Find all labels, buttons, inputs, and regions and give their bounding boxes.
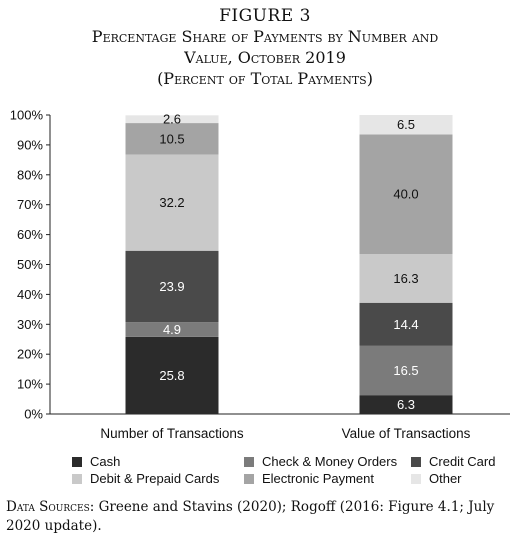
- bar-segment: [125, 154, 219, 251]
- y-tick-label: 60%: [17, 227, 43, 242]
- stacked-bar-chart: 0% 10% 20% 30% 40% 50% 60% 70% 80% 90% 100% Number …: [10, 108, 510, 441]
- y-tick-label: 100%: [10, 108, 44, 123]
- legend-label: Other: [429, 471, 462, 486]
- bar-segment: [359, 302, 453, 346]
- data-label: 10.5: [159, 131, 184, 146]
- data-label: 16.3: [393, 271, 418, 286]
- figure-title: Percentage Share of Payments by Number a…: [91, 27, 439, 67]
- label-layer: 25.8 4.9 23.9 32.2 10.5 2.6 6.3 16.5 14.4 16.3 40.…: [159, 112, 418, 412]
- data-label: 32.2: [159, 195, 184, 210]
- y-tick-label: 30%: [17, 317, 43, 332]
- legend-swatch: [411, 456, 421, 467]
- legend-item: Other: [411, 470, 462, 487]
- figure-label: FIGURE 3: [219, 6, 311, 26]
- data-label: 40.0: [393, 187, 418, 202]
- bar-segment: [359, 395, 453, 414]
- legend-label: Credit Card: [429, 454, 496, 469]
- bar-segment: [125, 250, 219, 323]
- data-label: 4.9: [163, 322, 181, 337]
- bar-segment: [359, 115, 453, 135]
- legend-row: Debit & Prepaid Cards Electronic Payment O…: [72, 470, 512, 487]
- legend-label: Cash: [90, 454, 121, 469]
- legend: Cash Check & Money Orders Credit Card Debit…: [72, 453, 512, 487]
- data-label: 2.6: [163, 112, 181, 127]
- bar-segment: [359, 134, 453, 255]
- legend-item: Debit & Prepaid Cards: [72, 470, 244, 487]
- bar-segment: [359, 254, 453, 303]
- legend-label: Debit & Prepaid Cards: [90, 471, 220, 486]
- data-label: 6.3: [397, 397, 415, 412]
- y-tick-label: 0%: [24, 407, 43, 422]
- bar-segment: [125, 336, 219, 414]
- data-label: 16.5: [393, 363, 418, 378]
- legend-label: Check & Money Orders: [262, 454, 398, 469]
- bar-segment: [359, 345, 453, 396]
- legend-swatch: [411, 473, 421, 484]
- y-tick-label: 90%: [17, 137, 43, 152]
- legend-item: Credit Card: [411, 453, 495, 470]
- x-category-label: Value of Transactions: [342, 426, 471, 441]
- bar-layer: [125, 115, 453, 414]
- y-tick-label: 50%: [17, 257, 43, 272]
- legend-item: Check & Money Orders: [244, 453, 411, 470]
- legend-item: Cash: [72, 453, 244, 470]
- legend-swatch: [244, 456, 254, 467]
- figure-header: FIGURE 3 Percentage Share of Payments by…: [0, 6, 530, 89]
- legend-row: Cash Check & Money Orders Credit Card: [72, 453, 512, 470]
- data-label: 23.9: [159, 279, 184, 294]
- y-tick-label: 10%: [17, 377, 43, 392]
- data-label: 14.4: [393, 317, 418, 332]
- legend-swatch: [72, 456, 82, 467]
- y-tick-label: 70%: [17, 197, 43, 212]
- legend-swatch: [244, 473, 254, 484]
- axis-layer: 0% 10% 20% 30% 40% 50% 60% 70% 80% 90% 100% Number …: [10, 108, 510, 441]
- data-source-lead: Data Sources:: [6, 499, 95, 515]
- legend-label: Electronic Payment: [262, 471, 374, 486]
- data-source-note: Data Sources: Greene and Stavins (2020);…: [6, 498, 524, 536]
- data-source-text: Greene and Stavins (2020); Rogoff (2016:…: [6, 499, 495, 534]
- y-tick-label: 80%: [17, 167, 43, 182]
- y-tick-label: 20%: [17, 347, 43, 362]
- bar-segment: [125, 115, 219, 124]
- y-tick-label: 40%: [17, 287, 43, 302]
- bar-segment: [125, 123, 219, 155]
- data-label: 25.8: [159, 368, 184, 383]
- legend-item: Electronic Payment: [244, 470, 411, 487]
- figure-subtitle: (Percent of Total Payments): [157, 69, 373, 88]
- bar-segment: [125, 322, 219, 337]
- legend-swatch: [72, 473, 82, 484]
- data-label: 6.5: [397, 117, 415, 132]
- x-category-label: Number of Transactions: [100, 426, 244, 441]
